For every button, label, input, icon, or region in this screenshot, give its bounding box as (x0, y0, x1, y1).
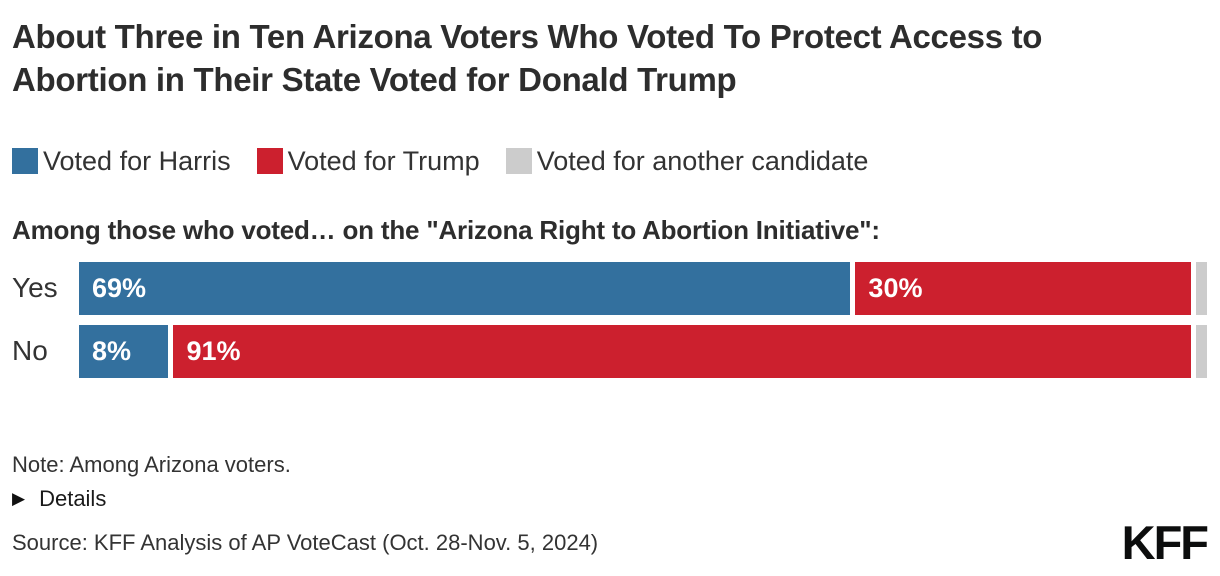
legend-label: Voted for another candidate (536, 145, 869, 176)
legend-item-1[interactable]: Voted for Trump (256, 145, 480, 177)
category-label: Yes (12, 272, 58, 304)
triangle-right-icon: ▶ (12, 488, 26, 508)
bar-chart: Yes 69% 30% No 8% 91% (12, 261, 1208, 378)
bar-segment-trump[interactable]: 30% (855, 261, 1191, 315)
chart-title: About Three in Ten Arizona Voters Who Vo… (12, 18, 1043, 98)
legend-label: Voted for Trump (287, 145, 480, 176)
details-label: Details (39, 485, 107, 511)
bar-row-no: No 8% 91% (12, 324, 1207, 378)
bar-segment-candidate[interactable] (1195, 261, 1208, 315)
category-label: No (12, 335, 48, 367)
bar-segment-harris[interactable]: 69% (79, 261, 851, 315)
bar-value-label: 8% (92, 335, 132, 366)
note-text: Note: Among Arizona voters. (12, 451, 291, 477)
legend-item-2[interactable]: Voted for another candidate (505, 145, 869, 177)
source-text: Source: KFF Analysis of AP VoteCast (Oct… (12, 529, 599, 555)
bar-segment-harris[interactable]: 8% (79, 324, 169, 378)
bar-track: 69% 30% (79, 261, 1208, 315)
bar-value-label: 91% (186, 335, 241, 366)
bar-segment-trump[interactable]: 91% (173, 324, 1191, 378)
bar-value-label: 69% (92, 272, 147, 303)
legend-item-0[interactable]: Voted for Harris (12, 146, 231, 177)
bar-segment-candidate[interactable] (1195, 324, 1207, 378)
legend-label: Voted for Harris (43, 145, 231, 176)
legend-swatch-icon (12, 148, 38, 175)
bar-track: 8% 91% (79, 324, 1207, 378)
legend: Voted for Harris Voted for Trump Voted for… (12, 146, 1207, 177)
bar-row-yes: Yes 69% 30% (12, 261, 1208, 315)
chart-subtitle: Among those who voted… on the "Arizona R… (12, 214, 880, 245)
bar-value-label: 30% (868, 272, 923, 303)
legend-swatch-icon (256, 148, 283, 175)
kff-logo: KFF (1121, 516, 1209, 569)
details-toggle[interactable]: ▶ Details (12, 486, 106, 512)
legend-swatch-icon (505, 148, 532, 175)
